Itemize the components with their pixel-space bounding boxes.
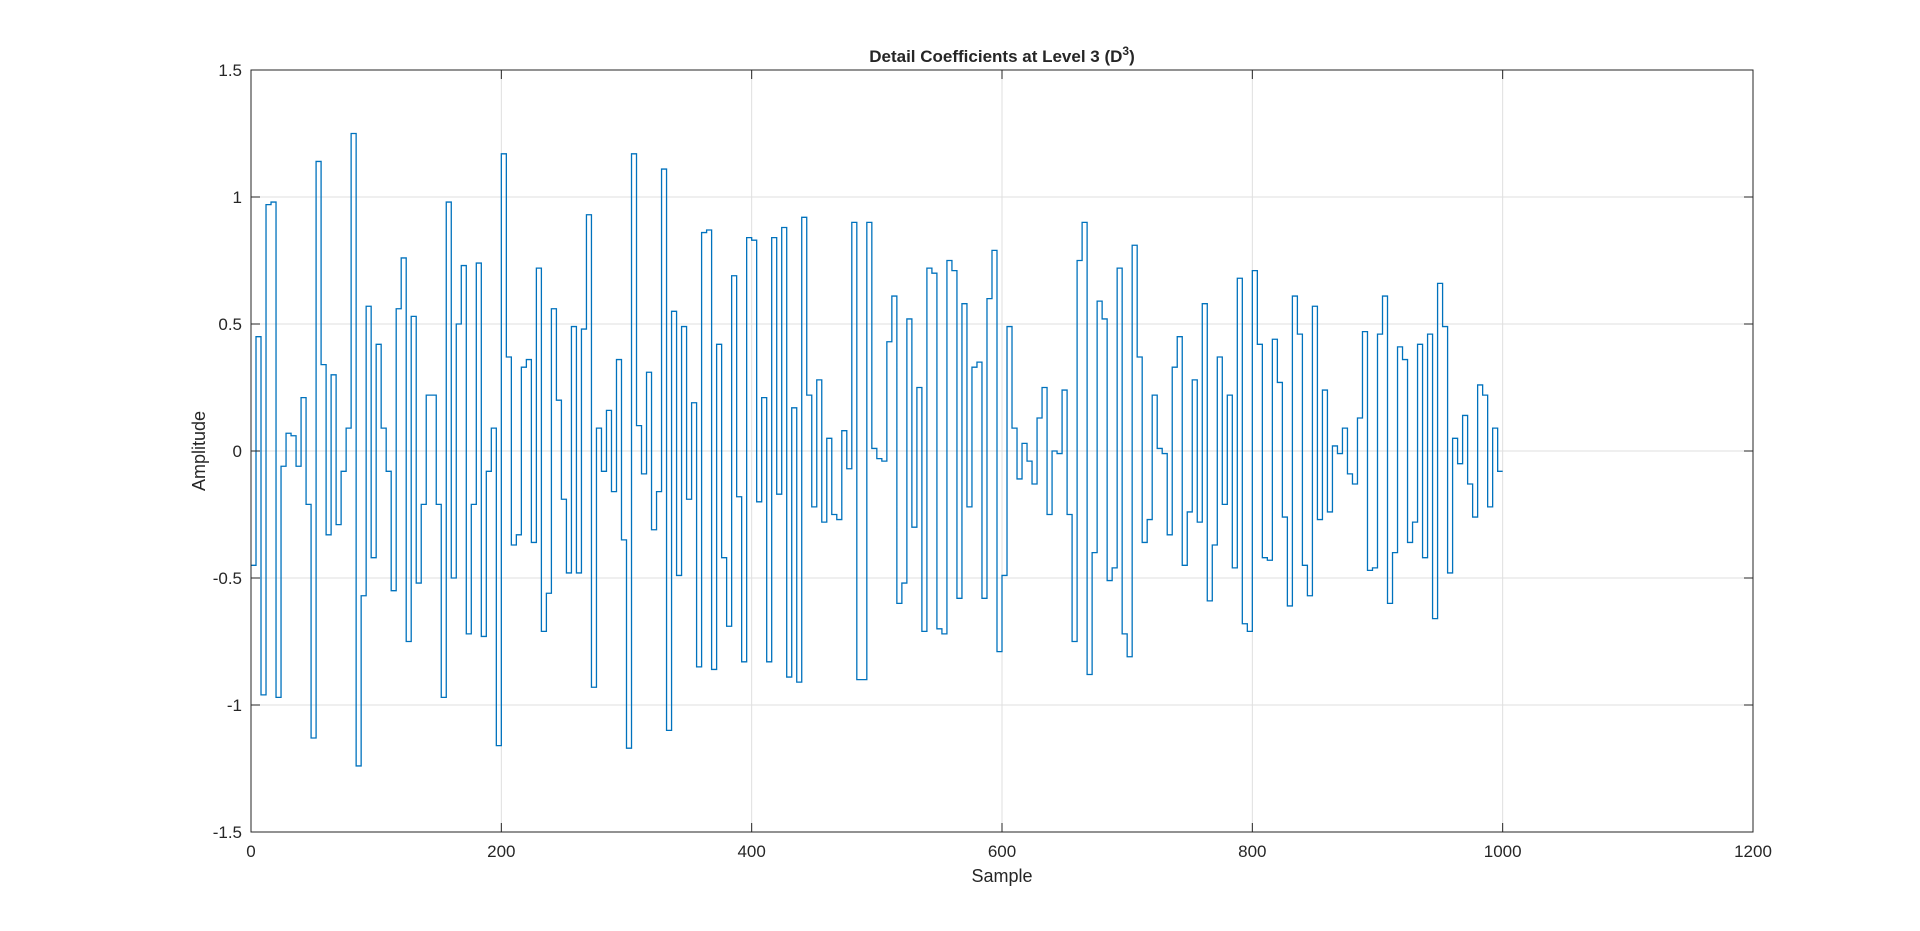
y-tick-labels: -1.5 -1 -0.5 0 0.5 1 1.5: [213, 61, 242, 842]
chart-title-suffix: ): [1129, 47, 1135, 66]
x-tick-label: 0: [246, 842, 255, 861]
x-tick-label: 800: [1238, 842, 1266, 861]
x-axis-label: Sample: [971, 866, 1032, 886]
y-tick-label: 0.5: [218, 315, 242, 334]
x-tick-label: 1000: [1484, 842, 1522, 861]
ticks: [250, 69, 1754, 833]
series-line-0: [251, 132, 1503, 767]
y-tick-label: -1: [227, 696, 242, 715]
y-tick-label: 0: [233, 442, 242, 461]
y-axis-label: Amplitude: [189, 411, 209, 491]
x-tick-label: 600: [988, 842, 1016, 861]
x-tick-label: 400: [737, 842, 765, 861]
chart-title-main: Detail Coefficients at Level 3 (D: [869, 47, 1122, 66]
y-tick-label: 1: [233, 188, 242, 207]
y-tick-label: -0.5: [213, 569, 242, 588]
chart-title-superscript: 3: [1122, 44, 1129, 58]
chart-title: Detail Coefficients at Level 3 (D3): [869, 44, 1135, 66]
x-tick-label: 200: [487, 842, 515, 861]
series-group: [251, 132, 1503, 767]
y-tick-label: 1.5: [218, 61, 242, 80]
x-tick-labels: 0 200 400 600 800 1000 1200: [246, 842, 1772, 861]
x-tick-label: 1200: [1734, 842, 1772, 861]
y-tick-label: -1.5: [213, 823, 242, 842]
